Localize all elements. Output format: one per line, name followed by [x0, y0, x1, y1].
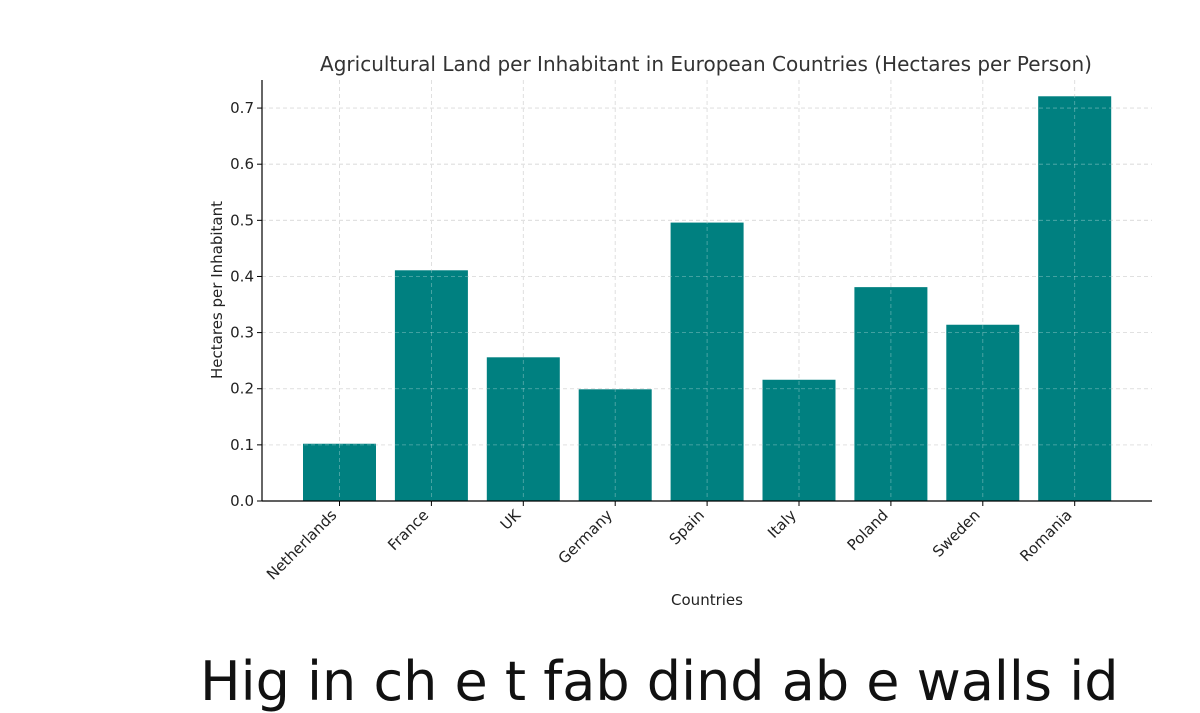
y-tick-label: 0.6 [230, 155, 254, 173]
y-tick-label: 0.5 [230, 211, 254, 229]
x-tick-label: Italy [764, 506, 800, 542]
y-tick-label: 0.3 [230, 324, 254, 342]
bar-france [394, 270, 468, 501]
y-tick-label: 0.0 [230, 492, 254, 510]
x-tick-label: Poland [844, 506, 892, 554]
x-tick-label: UK [497, 505, 525, 533]
x-tick-label: Romania [1016, 506, 1075, 565]
y-axis-label: Hectares per Inhabitant [208, 201, 226, 379]
chart-title: Agricultural Land per Inhabitant in Euro… [320, 52, 1092, 76]
x-tick-label: Sweden [929, 506, 984, 561]
bar-poland [854, 287, 928, 501]
bar-uk [486, 357, 560, 501]
x-tick-label: Germany [555, 506, 617, 568]
bar-chart: Agricultural Land per Inhabitant in Euro… [208, 52, 1152, 609]
x-axis-label: Countries [671, 591, 743, 609]
x-tick-label: Netherlands [263, 506, 341, 584]
bar-germany [578, 389, 652, 501]
x-tick-label: France [384, 506, 432, 554]
bar-spain [670, 222, 744, 501]
x-ticks: Netherlands France UK Germany Spain Italy Pola… [263, 501, 1076, 583]
bars [262, 80, 1152, 502]
bar-italy [762, 379, 836, 501]
bar-sweden [946, 324, 1020, 501]
bar-romania [1038, 96, 1112, 502]
grid-overlay [262, 80, 1152, 502]
y-ticks: 0.0 0.1 0.2 0.3 0.4 0.5 0.6 0.7 [230, 99, 262, 510]
y-tick-label: 0.2 [230, 380, 254, 398]
x-tick-label: Spain [666, 506, 708, 548]
bar-netherlands [303, 443, 376, 501]
partial-caption-text: Hig in ch e t fab dind ab e walls id [200, 650, 1119, 713]
y-tick-label: 0.1 [230, 436, 254, 454]
y-tick-label: 0.4 [230, 267, 254, 285]
y-tick-label: 0.7 [230, 99, 254, 117]
